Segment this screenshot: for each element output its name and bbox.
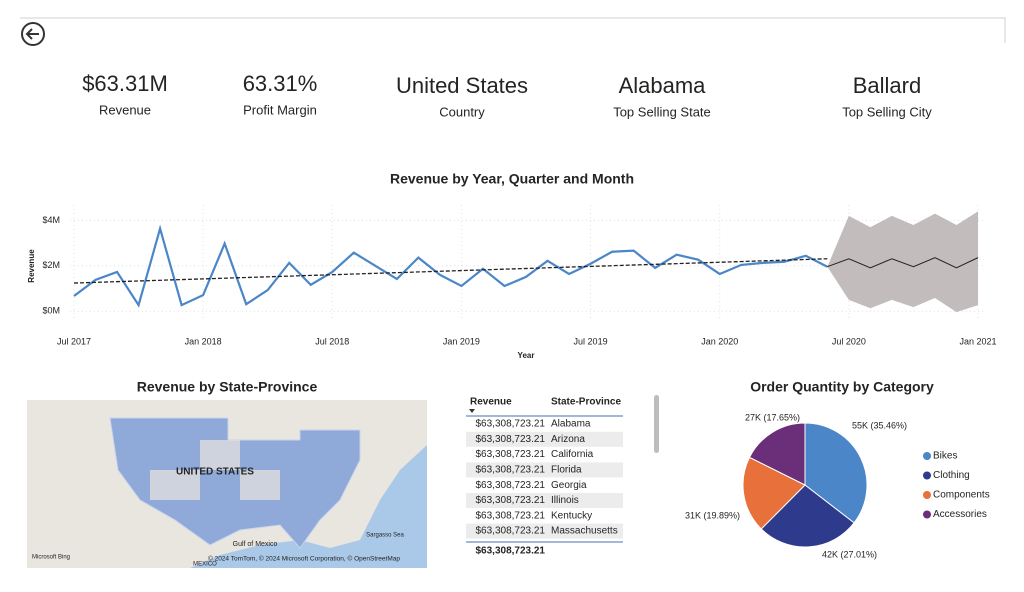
x-tick-label: Jan 2019 — [443, 336, 480, 346]
table-header: Revenue — [470, 397, 512, 408]
pie-slice — [760, 484, 855, 548]
table-cell: Kentucky — [551, 510, 592, 521]
map — [27, 400, 427, 568]
frame-border — [20, 17, 1006, 43]
pie-slice — [748, 422, 806, 486]
y-axis-title: Revenue — [27, 249, 36, 283]
table-total: $63,308,723.21 — [475, 546, 545, 557]
forecast-band — [827, 211, 978, 313]
x-tick-label: Jan 2018 — [185, 336, 222, 346]
chart-title: Order Quantity by Category — [750, 379, 934, 395]
map-credits: © 2024 TomTom, © 2024 Microsoft Corporat… — [208, 555, 400, 563]
kpi-label: Top Selling State — [613, 104, 711, 119]
legend-marker — [923, 471, 931, 480]
table-cell: $63,308,723.21 — [475, 449, 545, 460]
pie-slice — [804, 422, 868, 524]
row-shade — [466, 431, 623, 447]
legend-marker — [923, 491, 931, 499]
legend-label: Accessories — [933, 509, 987, 520]
legend-label: Components — [933, 490, 990, 501]
table-cell: $63,308,723.21 — [475, 510, 545, 521]
kpi-value: United States — [396, 73, 528, 98]
table-cell: Florida — [551, 465, 582, 476]
kpi-label: Profit Margin — [243, 102, 317, 117]
pie-label: 31K (19.89%) — [685, 510, 740, 520]
kpi-label: Top Selling City — [842, 104, 932, 119]
chart-title: Revenue by Year, Quarter and Month — [390, 171, 634, 187]
pie-slice — [742, 456, 806, 530]
row-shade — [466, 523, 623, 539]
scrollbar[interactable] — [654, 395, 659, 453]
map-title: Revenue by State-Province — [137, 379, 318, 395]
table-cell: Illinois — [551, 495, 579, 506]
table-cell: Massachusetts — [551, 526, 618, 537]
map-label: UNITED STATES — [176, 467, 254, 478]
x-tick-label: Jul 2017 — [57, 336, 91, 346]
map-label: Gulf of Mexico — [233, 541, 278, 548]
kpi-value: Ballard — [853, 73, 921, 98]
kpi-label: Revenue — [99, 102, 151, 117]
sort-icon — [469, 409, 475, 413]
legend-label: Clothing — [933, 470, 970, 481]
line-series — [827, 257, 979, 269]
table-cell: $63,308,723.21 — [475, 434, 545, 445]
table-cell: Alabama — [551, 419, 591, 430]
table-cell: $63,308,723.21 — [475, 526, 545, 537]
table-cell: $63,308,723.21 — [475, 480, 545, 491]
table-cell: Georgia — [551, 480, 587, 491]
x-tick-label: Jul 2020 — [832, 336, 866, 346]
legend-marker — [923, 510, 931, 519]
kpi-value: Alabama — [619, 73, 707, 98]
x-tick-label: Jul 2018 — [315, 336, 349, 346]
pie-label: 42K (27.01%) — [822, 549, 877, 559]
table-cell: California — [551, 449, 594, 460]
row-shade — [466, 462, 623, 478]
y-tick-label: $4M — [42, 215, 60, 225]
kpi-label: Country — [439, 104, 485, 119]
table-header: State-Province — [551, 397, 621, 408]
row-shade — [466, 493, 623, 508]
table-cell: Arizona — [551, 434, 585, 445]
x-tick-label: Jul 2019 — [574, 336, 608, 346]
map-logo: Microsoft Bing — [32, 555, 70, 561]
map-label: Sargasso Sea — [366, 533, 404, 539]
x-tick-label: Jan 2021 — [959, 336, 996, 346]
x-axis-title: Year — [518, 351, 535, 360]
pie-label: 55K (35.46%) — [852, 420, 907, 430]
line-series — [73, 224, 828, 308]
table-cell: $63,308,723.21 — [475, 419, 545, 430]
kpi-value: 63.31% — [243, 71, 318, 96]
back-button[interactable] — [21, 22, 45, 46]
pie-label: 27K (17.65%) — [745, 412, 800, 422]
y-tick-label: $0M — [42, 306, 60, 316]
legend-label: Bikes — [933, 451, 957, 462]
table-cell: $63,308,723.21 — [475, 465, 545, 476]
x-tick-label: Jan 2020 — [701, 336, 738, 346]
y-tick-label: $2M — [42, 260, 60, 270]
table-cell: $63,308,723.21 — [475, 495, 545, 506]
legend-marker — [923, 452, 931, 460]
map-label: MEXICO — [193, 562, 217, 568]
kpi-value: $63.31M — [82, 71, 168, 96]
